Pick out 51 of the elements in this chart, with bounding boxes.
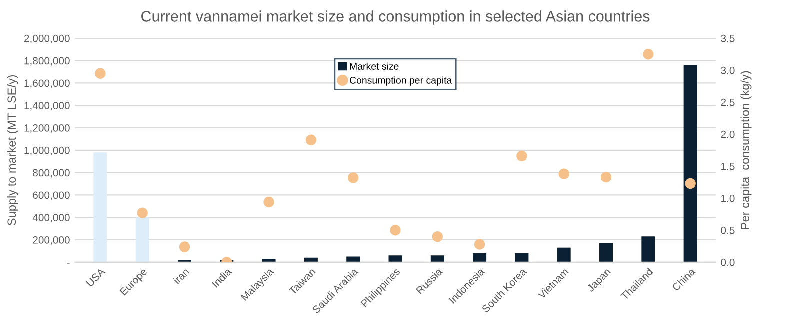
point	[685, 178, 696, 190]
y-tick-label: 600,000	[33, 192, 70, 200]
y-tick-label: 2,000,000	[24, 34, 70, 44]
y2-tick-label: 0.0	[721, 258, 735, 266]
y-tick-label: 800,000	[33, 169, 70, 178]
point	[390, 225, 401, 236]
y-tick-label: 1,000,000	[24, 146, 70, 156]
y2-tick-label: 1.5	[722, 163, 735, 170]
bar	[262, 259, 276, 262]
legend-label: Consumption per capita	[350, 76, 452, 86]
y2-tick-label: 1.0	[722, 194, 735, 202]
y2-tick-label: 3.5	[721, 34, 735, 42]
y-tick-label: 1,800,000	[24, 57, 70, 66]
legend-label: Market size	[350, 62, 399, 70]
y-tick-label: 400,000	[32, 214, 70, 223]
point	[95, 68, 106, 79]
bar	[684, 65, 698, 262]
point	[432, 231, 444, 242]
point	[558, 168, 570, 180]
x-tick-label: iran	[172, 268, 190, 284]
point	[516, 150, 528, 162]
y-axis-title: Supply to market (MT LSE/y)	[7, 75, 18, 226]
point	[306, 134, 317, 146]
bar	[388, 256, 402, 262]
chart-title: Current vannamei market size and consumption in selected Asian countries	[142, 10, 650, 25]
bar	[94, 152, 108, 262]
point	[348, 172, 359, 184]
bar	[600, 243, 614, 262]
bar	[430, 256, 444, 262]
y2-tick-label: 0.5	[721, 226, 735, 234]
point	[474, 239, 486, 250]
y-tick-label: 1,400,000	[24, 102, 70, 111]
bar	[642, 236, 656, 262]
y-tick-label: 1,600,000	[24, 80, 70, 88]
y2-tick-label: 2.5	[721, 98, 735, 106]
y-tick-label: 1,200,000	[24, 124, 70, 134]
y-tick-label: 200,000	[33, 236, 70, 246]
y-tick-label: -	[67, 263, 70, 264]
bar	[473, 253, 487, 262]
point	[137, 208, 148, 218]
y2-tick-label: 3.0	[721, 66, 735, 74]
bar	[136, 218, 150, 262]
point	[643, 49, 654, 60]
x-tick-label: USA	[86, 267, 106, 288]
point	[179, 242, 190, 252]
bar	[515, 253, 529, 262]
y2-tick-label: 2.0	[721, 130, 735, 138]
point	[600, 172, 612, 183]
point	[264, 196, 274, 208]
bar	[557, 248, 571, 262]
y2-axis-title: Per capita consumption (kg/y)	[740, 71, 752, 230]
